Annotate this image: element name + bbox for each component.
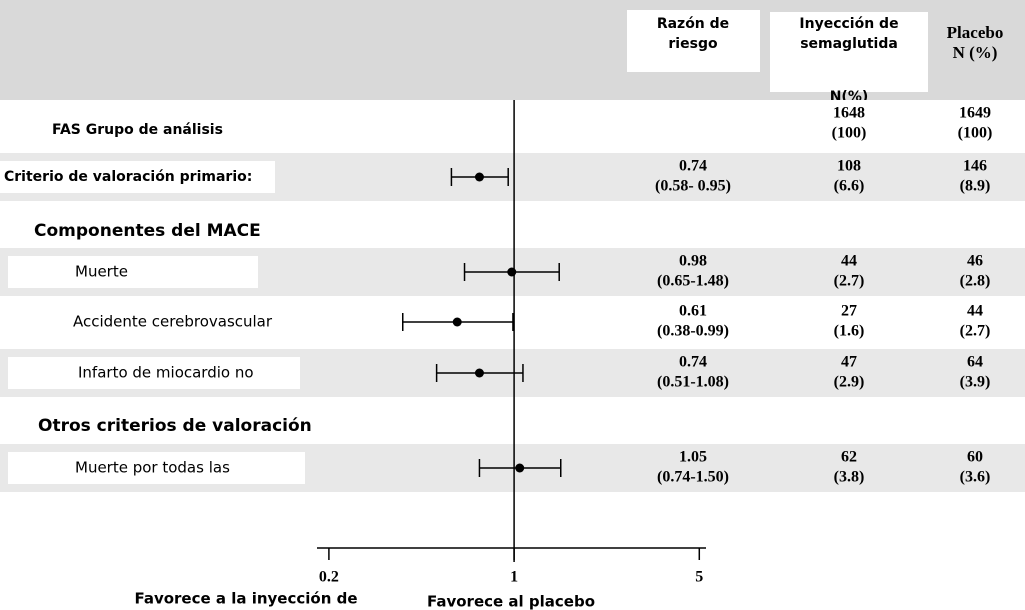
point-estimate [507, 267, 517, 277]
column-header: Inyección de semaglutida [799, 16, 898, 52]
label-box [8, 357, 300, 389]
footer-left: Favorece a la inyección de [134, 590, 357, 608]
sema-percent: (6.6) [834, 178, 865, 195]
placebo-count: 60 [967, 449, 983, 466]
estimate [450, 168, 509, 186]
sema-count: 27 [841, 303, 857, 320]
row-label: Criterio de valoración primario: [4, 169, 252, 185]
point-estimate [452, 317, 462, 327]
placebo-count: 1649 [959, 105, 991, 122]
placebo-percent: (2.7) [960, 323, 991, 340]
placebo-percent: (3.9) [960, 374, 991, 391]
hazard-ratio: 0.74 [679, 158, 707, 175]
confidence-interval: (0.65-1.48) [657, 273, 729, 290]
row-label: Muerte [75, 263, 128, 281]
row-label: Infarto de miocardio no [78, 364, 254, 382]
hazard-ratio: 1.05 [679, 449, 707, 466]
hazard-ratio: 0.74 [679, 354, 707, 371]
placebo-count: 64 [967, 354, 983, 371]
placebo-count: 146 [963, 158, 987, 175]
row-label: Accidente cerebrovascular [73, 313, 273, 331]
estimate [435, 364, 524, 382]
placebo-percent: (2.8) [960, 273, 991, 290]
point-estimate [474, 172, 484, 182]
header-mask [0, 100, 1025, 106]
estimate [402, 313, 514, 331]
sema-percent: (2.9) [834, 374, 865, 391]
placebo-percent: (3.6) [960, 469, 991, 486]
row-label: FAS Grupo de análisis [52, 122, 223, 138]
estimate [463, 263, 560, 281]
hazard-ratio: 0.61 [679, 303, 707, 320]
hazard-ratio: 0.98 [679, 253, 707, 270]
sema-count: 108 [837, 158, 861, 175]
label-box [0, 161, 275, 193]
sema-percent: (2.7) [834, 273, 865, 290]
sema-count: 44 [841, 253, 857, 270]
column-header: Placebo N (%) [947, 23, 1004, 62]
point-estimate [515, 463, 525, 473]
sema-percent: (1.6) [834, 323, 865, 340]
confidence-interval: (0.58- 0.95) [655, 178, 731, 195]
confidence-interval: (0.38-0.99) [657, 323, 729, 340]
sema-count: 47 [841, 354, 857, 371]
row-label: Muerte por todas las [75, 459, 230, 477]
sema-count: 1648 [833, 105, 865, 122]
x-tick-label: 1 [510, 569, 518, 586]
header-box [627, 10, 760, 72]
placebo-percent: (100) [958, 125, 993, 142]
x-tick-label: 5 [695, 569, 703, 586]
row-label: Otros criterios de valoración [38, 416, 312, 436]
header-box [770, 12, 928, 92]
confidence-interval: (0.51-1.08) [657, 374, 729, 391]
estimate [478, 459, 562, 477]
placebo-count: 46 [967, 253, 983, 270]
sema-count: 62 [841, 449, 857, 466]
x-tick-label: 0.2 [319, 569, 339, 586]
column-header: Razón de riesgo [657, 16, 729, 52]
placebo-percent: (8.9) [960, 178, 991, 195]
label-box [8, 256, 258, 288]
sema-percent: (3.8) [834, 469, 865, 486]
placebo-count: 44 [967, 303, 983, 320]
confidence-interval: (0.74-1.50) [657, 469, 729, 486]
sema-percent: (100) [832, 125, 867, 142]
footer-right: Favorece al placebo [427, 593, 595, 610]
label-box [8, 452, 305, 484]
point-estimate [474, 368, 484, 378]
row-label: Componentes del MACE [34, 221, 261, 241]
